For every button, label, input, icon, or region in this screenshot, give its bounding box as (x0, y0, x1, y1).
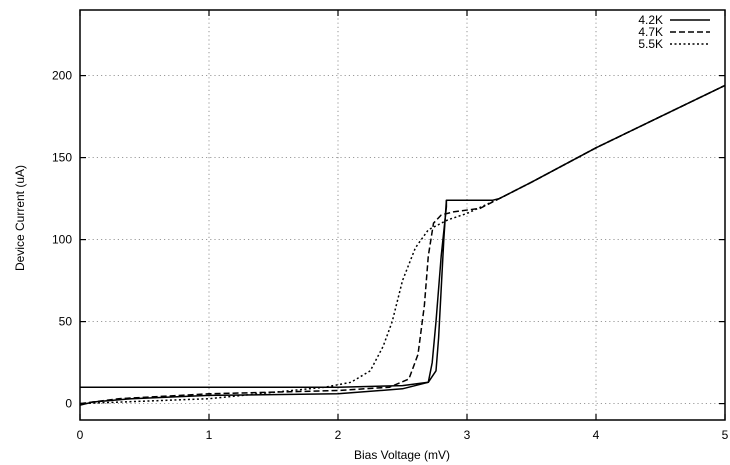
x-tick-label: 2 (335, 428, 342, 442)
legend: 4.2K4.7K5.5K (638, 13, 710, 51)
plot-frame (79, 9, 726, 421)
x-tick-label: 4 (593, 428, 600, 442)
series-line-4-7k (79, 84, 726, 405)
y-tick-label: 200 (52, 69, 72, 83)
grid-lines (80, 10, 725, 420)
legend-label-5-5k: 5.5K (638, 37, 663, 51)
x-tick-label: 0 (77, 428, 84, 442)
x-axis-title: Bias Voltage (mV) (354, 448, 450, 462)
data-series (79, 84, 726, 406)
series-line-4-2k (80, 84, 726, 388)
x-tick-label: 3 (464, 428, 471, 442)
y-tick-label: 100 (52, 233, 72, 247)
x-tick-label: 1 (206, 428, 213, 442)
legend-label-4-7k: 4.7K (638, 25, 663, 39)
series-line-5-5k (79, 84, 726, 405)
y-tick-label: 0 (65, 397, 72, 411)
x-tick-label: 5 (722, 428, 729, 442)
y-tick-label: 150 (52, 151, 72, 165)
axis-ticks (79, 10, 726, 420)
series-return-line-4-2k (79, 200, 448, 406)
y-tick-label: 50 (59, 315, 73, 329)
legend-label-4-2k: 4.2K (638, 13, 663, 27)
y-axis-title: Device Current (uA) (13, 165, 27, 271)
